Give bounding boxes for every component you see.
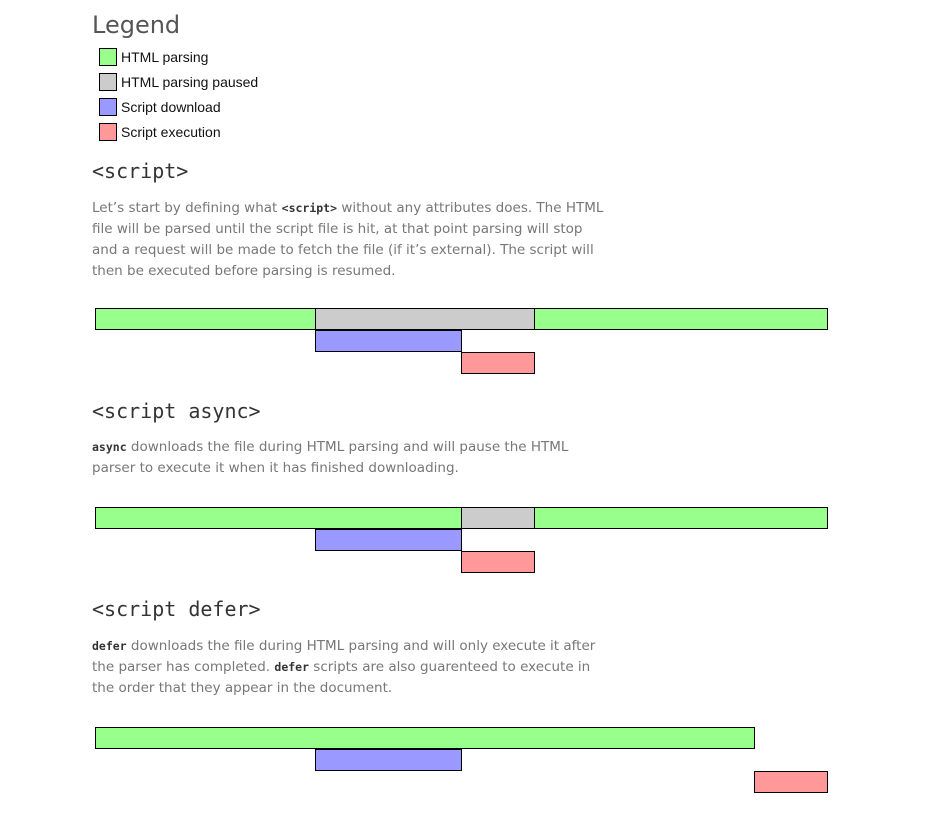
section-description-script-defer: defer downloads the file during HTML par… [92, 636, 612, 699]
legend-label-parsing: HTML parsing [121, 49, 209, 65]
description-text: scripts are also guarenteed to execute i… [92, 659, 591, 696]
section-heading-script-async: <script async> [92, 399, 261, 423]
inline-code: <script> [281, 201, 338, 215]
bar-paused [315, 308, 535, 330]
description-text: downloads the file during HTML parsing a… [92, 638, 596, 675]
legend-label-execution: Script execution [121, 124, 221, 140]
bar-download [315, 529, 462, 551]
legend-item-parsing: HTML parsing [99, 47, 208, 67]
bar-parsing [534, 308, 828, 330]
legend-item-paused: HTML parsing paused [99, 72, 258, 92]
bar-paused [461, 507, 535, 529]
legend-swatch-parsing [99, 48, 117, 66]
section-description-script: Let’s start by defining what <script> wi… [92, 198, 612, 282]
bar-download [315, 749, 462, 771]
inline-code: defer [274, 660, 310, 674]
bar-parsing [95, 308, 316, 330]
bar-execution [461, 352, 535, 374]
bar-download [315, 330, 462, 352]
legend-item-execution: Script execution [99, 122, 221, 142]
section-description-script-async: async downloads the file during HTML par… [92, 437, 612, 479]
legend-swatch-download [99, 98, 117, 116]
inline-code: async [92, 440, 127, 454]
section-heading-script: <script> [92, 159, 189, 183]
legend-title: Legend [92, 11, 181, 39]
bar-execution [461, 551, 535, 573]
description-text: downloads the file during HTML parsing a… [92, 439, 569, 476]
legend-item-download: Script download [99, 97, 221, 117]
description-text: Let’s start by defining what [92, 200, 282, 216]
legend-swatch-paused [99, 73, 117, 91]
bar-parsing [95, 507, 462, 529]
bar-parsing [95, 727, 755, 749]
inline-code: defer [92, 639, 127, 653]
bar-parsing [534, 507, 828, 529]
legend-label-download: Script download [121, 99, 221, 115]
legend-label-paused: HTML parsing paused [121, 74, 259, 90]
section-heading-script-defer: <script defer> [92, 597, 261, 621]
bar-execution [754, 771, 828, 793]
legend-swatch-execution [99, 123, 117, 141]
description-text: without any attributes does. The HTML fi… [92, 200, 604, 279]
